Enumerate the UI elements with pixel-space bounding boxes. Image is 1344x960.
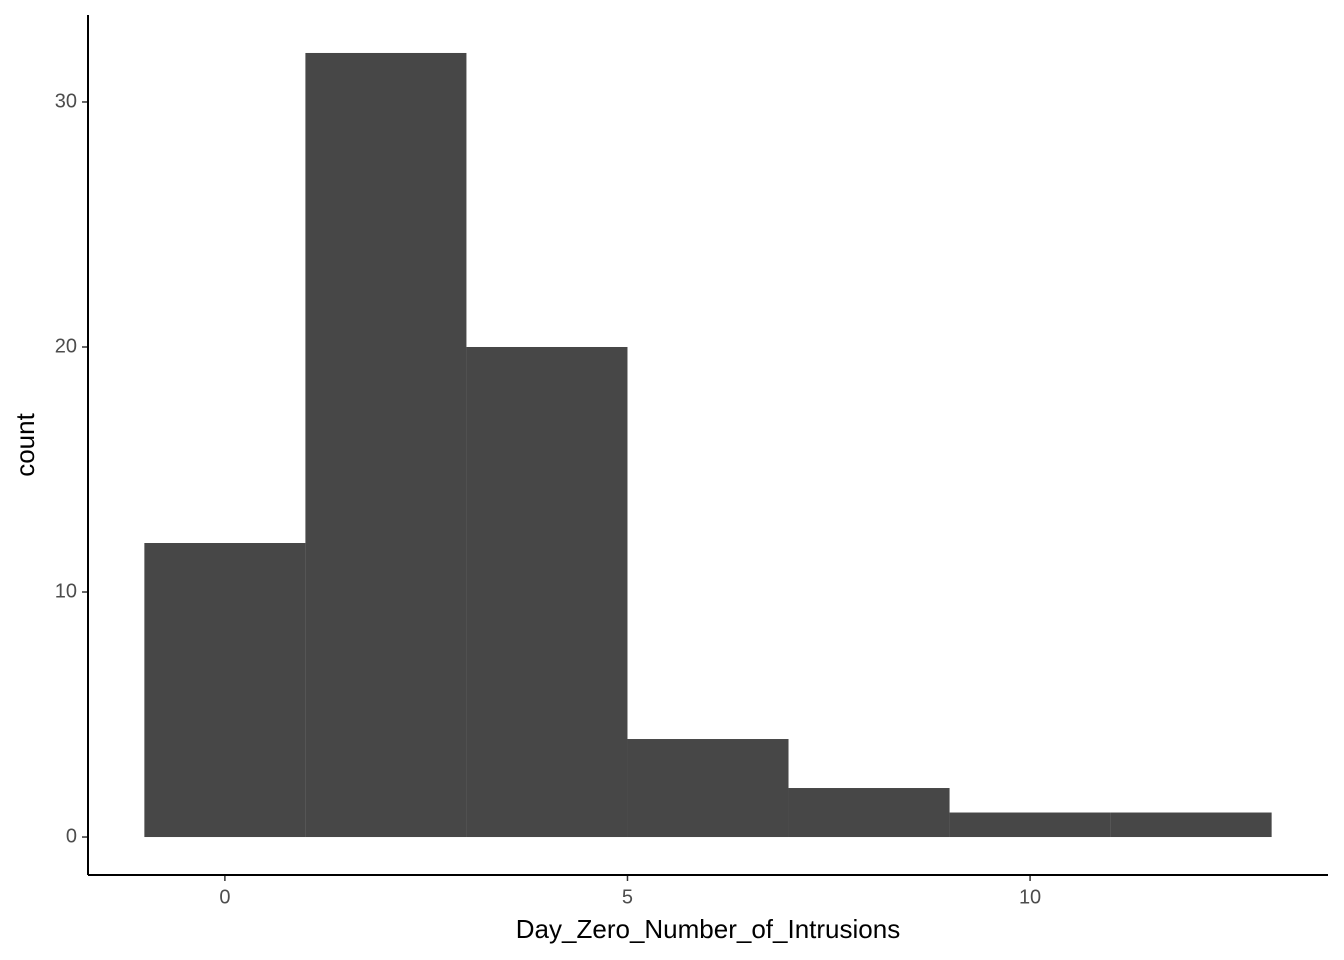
bar	[949, 812, 1111, 838]
x-tick-label: 0	[219, 886, 230, 908]
y-tick-label: 10	[55, 580, 77, 602]
bar	[305, 52, 467, 838]
y-tick-label: 20	[55, 335, 77, 357]
y-axis-title: count	[10, 412, 40, 476]
bar	[627, 739, 789, 838]
bar	[788, 788, 950, 838]
y-tick-label: 30	[55, 90, 77, 112]
x-tick-label: 5	[622, 886, 633, 908]
bar	[144, 543, 306, 838]
y-tick-label: 0	[66, 825, 77, 847]
x-tick-label: 10	[1019, 886, 1041, 908]
x-axis-title: Day_Zero_Number_of_Intrusions	[516, 914, 900, 944]
bar	[466, 346, 628, 838]
bar	[1110, 812, 1272, 838]
